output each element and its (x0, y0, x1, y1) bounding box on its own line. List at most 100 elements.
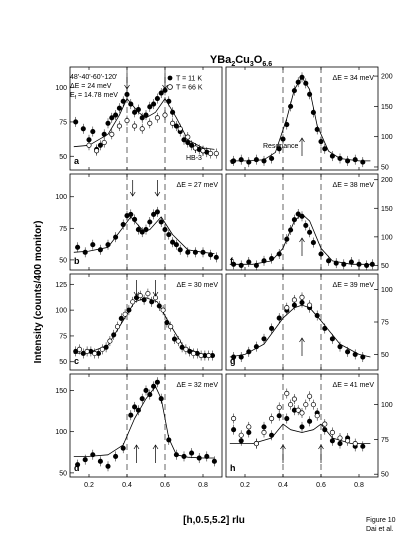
panel-e: 50 100 150 200 e ΔE = 34 meV (225, 66, 393, 171)
caption-line-1: Figure 10 (366, 517, 396, 524)
data-point (322, 146, 328, 152)
data-point (253, 157, 259, 163)
data-point (329, 336, 335, 342)
data-point (132, 123, 138, 129)
data-point (253, 262, 259, 268)
panel-letter: a (74, 156, 80, 166)
panel-frame (225, 373, 379, 478)
data-point (162, 227, 168, 233)
x-tick-label: 0.2 (240, 482, 250, 489)
energy-label: ΔE = 38 meV (333, 182, 375, 189)
arrow-down-head (129, 191, 136, 197)
data-point (276, 251, 282, 257)
data-point (173, 123, 179, 129)
data-point (105, 463, 111, 469)
legend-collimation: 48'-40'-60'-120' (70, 74, 117, 81)
data-point (107, 338, 113, 344)
data-point (204, 453, 210, 459)
data-point (132, 404, 138, 410)
data-point (164, 319, 170, 326)
data-point (238, 262, 244, 268)
data-point (360, 443, 366, 449)
x-tick-label: 0.4 (122, 482, 132, 489)
data-point (299, 410, 305, 416)
data-point (337, 435, 343, 441)
data-point (280, 136, 286, 142)
data-point (90, 128, 96, 135)
fit-curve (73, 98, 215, 150)
data-point (113, 112, 119, 118)
energy-label: ΔE = 34 meV (333, 75, 375, 82)
panel-g: 50 75 100 g ΔE = 39 meV (225, 273, 393, 371)
data-point (90, 242, 96, 248)
data-point (92, 350, 98, 357)
data-point (314, 126, 320, 132)
data-point (175, 338, 181, 344)
fit-curve (229, 304, 371, 358)
panel-a: 50 75 100 a (55, 66, 223, 171)
series-66k (284, 292, 313, 313)
data-point (231, 427, 237, 433)
data-point (356, 261, 362, 267)
data-point (166, 98, 172, 104)
data-point (139, 396, 145, 402)
legend-series: T = 11 K T = 66 K (167, 75, 203, 92)
arrow-down-head (152, 291, 159, 297)
arrow-down-head (133, 291, 140, 297)
y-tick-label: 100 (55, 308, 67, 315)
data-point (166, 437, 172, 443)
x-tick-label: 0.2 (84, 482, 94, 489)
data-point (238, 157, 244, 163)
data-point (246, 424, 252, 430)
data-point (231, 261, 237, 267)
data-point (149, 299, 155, 305)
data-point (147, 104, 153, 110)
data-point (105, 120, 111, 126)
data-point (75, 462, 81, 468)
energy-label: ΔE = 39 meV (333, 282, 375, 289)
data-point (189, 142, 195, 148)
x-axis-label: [h,0.5,5.2] rlu (183, 515, 245, 526)
data-point (170, 239, 176, 245)
data-point (143, 227, 149, 233)
legend-final-energy: Ef = 14.78 meV (70, 92, 118, 101)
data-point (291, 88, 297, 94)
data-point (291, 217, 297, 223)
data-point (154, 115, 160, 121)
data-point (124, 118, 130, 124)
data-point (128, 211, 134, 217)
series-11k (231, 72, 366, 168)
legend-marker-11k (167, 75, 173, 81)
data-point (276, 413, 282, 419)
data-point (145, 291, 151, 297)
data-point (185, 249, 191, 255)
y-tick-label: 75 (381, 437, 389, 444)
data-point (179, 344, 185, 350)
data-point (166, 232, 172, 238)
data-point (307, 229, 313, 235)
data-point (94, 148, 100, 154)
y-tick-label: 150 (381, 206, 393, 213)
panel-d: 50 100 150 0.2 0.4 0.6 0.8 d ΔE = 32 meV (55, 373, 223, 489)
arrow-up-head (299, 137, 305, 143)
data-point (97, 458, 103, 464)
data-point (139, 229, 145, 235)
data-point (124, 91, 130, 98)
data-point (288, 227, 294, 233)
data-point (162, 112, 168, 118)
data-point (147, 120, 153, 126)
data-point (291, 297, 297, 303)
data-point (314, 312, 320, 319)
data-point (276, 404, 282, 410)
arrow-down-head (124, 84, 130, 90)
arrow-up-head (318, 444, 324, 450)
data-point (120, 98, 126, 104)
instrument-label: HB-3 (186, 155, 202, 162)
data-point (105, 242, 111, 248)
data-point (120, 445, 126, 451)
y-tick-label: 75 (59, 119, 67, 126)
caption-line-2: Dai et al. (366, 526, 394, 533)
data-point (253, 441, 259, 447)
data-point (109, 131, 115, 137)
data-point (116, 123, 122, 129)
